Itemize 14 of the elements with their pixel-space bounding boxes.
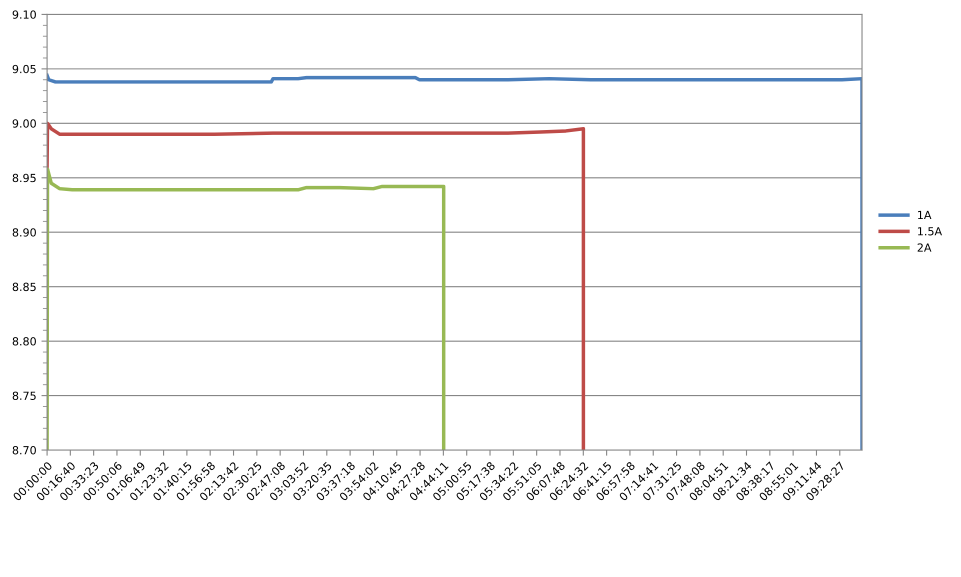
- y-tick-label: 8.80: [12, 337, 36, 346]
- y-tick-label: 9.05: [12, 64, 36, 74]
- y-tick-label: 8.95: [12, 174, 36, 182]
- y-tick-label: 8.70: [12, 446, 36, 454]
- line-series: [47, 167, 446, 450]
- line-series: [47, 122, 586, 450]
- y-tick-label: 9.10: [12, 10, 36, 19]
- legend-label: 1A: [918, 210, 932, 219]
- y-tick-label: 8.90: [12, 228, 36, 237]
- y-tick-label: 8.85: [12, 282, 36, 292]
- y-tick-label: 9.00: [12, 119, 36, 128]
- legend-label: 1.5A: [918, 227, 942, 236]
- legend-label: 2A: [918, 243, 932, 252]
- y-tick-label: 8.75: [12, 392, 36, 400]
